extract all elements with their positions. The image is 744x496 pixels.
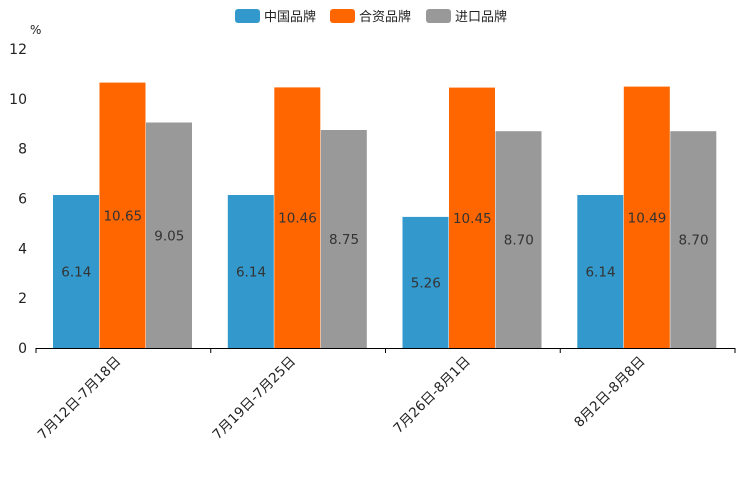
legend-swatch (330, 9, 355, 23)
y-tick-label: 0 (18, 341, 27, 357)
legend-label: 中国品牌 (264, 9, 316, 25)
data-labels: 6.14 10.65 9.05 6.14 10.46 8.75 5.26 10.45 8.70 6… (61, 208, 708, 291)
data-label: 6.14 (585, 265, 615, 281)
bar (577, 195, 624, 348)
bar (274, 87, 321, 349)
category-label: 7月12日-7月18日 (35, 354, 124, 443)
legend-label: 进口品牌 (455, 9, 507, 25)
bar (495, 131, 542, 348)
data-label: 8.75 (329, 232, 359, 248)
legend-label: 合资品牌 (359, 9, 411, 25)
y-tick-label: 10 (9, 92, 27, 108)
category-label: 8月2日-8月8日 (571, 354, 648, 431)
bar (53, 195, 99, 348)
data-label: 10.45 (453, 211, 492, 227)
data-label: 10.49 (628, 210, 667, 226)
category-label: 7月19日-7月25日 (210, 354, 299, 443)
bar (146, 122, 192, 348)
y-axis: 0 2 4 6 8 10 12 (9, 42, 27, 357)
category-label: 7月26日-8月1日 (390, 354, 473, 437)
legend-swatch (235, 9, 260, 23)
bar (449, 87, 495, 348)
y-tick-label: 2 (18, 291, 27, 307)
y-axis-unit-label: % (30, 23, 41, 37)
y-tick-label: 8 (18, 142, 27, 158)
y-tick-label: 6 (18, 192, 27, 208)
data-label: 10.46 (278, 211, 317, 227)
legend-swatch (426, 9, 451, 23)
bar (99, 82, 146, 348)
data-label: 6.14 (236, 265, 266, 281)
data-label: 8.70 (678, 233, 708, 249)
bars (53, 82, 717, 349)
bar (623, 86, 670, 348)
bar (402, 216, 449, 348)
y-tick-label: 12 (9, 42, 27, 58)
legend: 中国品牌 合资品牌 进口品牌 (235, 9, 507, 25)
x-axis: 7月12日-7月18日 7月19日-7月25日 7月26日-8月1日 8月2日-8月8… (35, 348, 736, 443)
data-label: 6.14 (61, 265, 91, 281)
bar (670, 131, 717, 348)
data-label: 8.70 (504, 233, 534, 249)
y-tick-label: 4 (18, 241, 27, 257)
data-label: 5.26 (411, 276, 441, 292)
data-label: 10.65 (103, 208, 142, 224)
data-label: 9.05 (154, 228, 184, 244)
bar (320, 130, 367, 348)
bar (227, 195, 274, 348)
